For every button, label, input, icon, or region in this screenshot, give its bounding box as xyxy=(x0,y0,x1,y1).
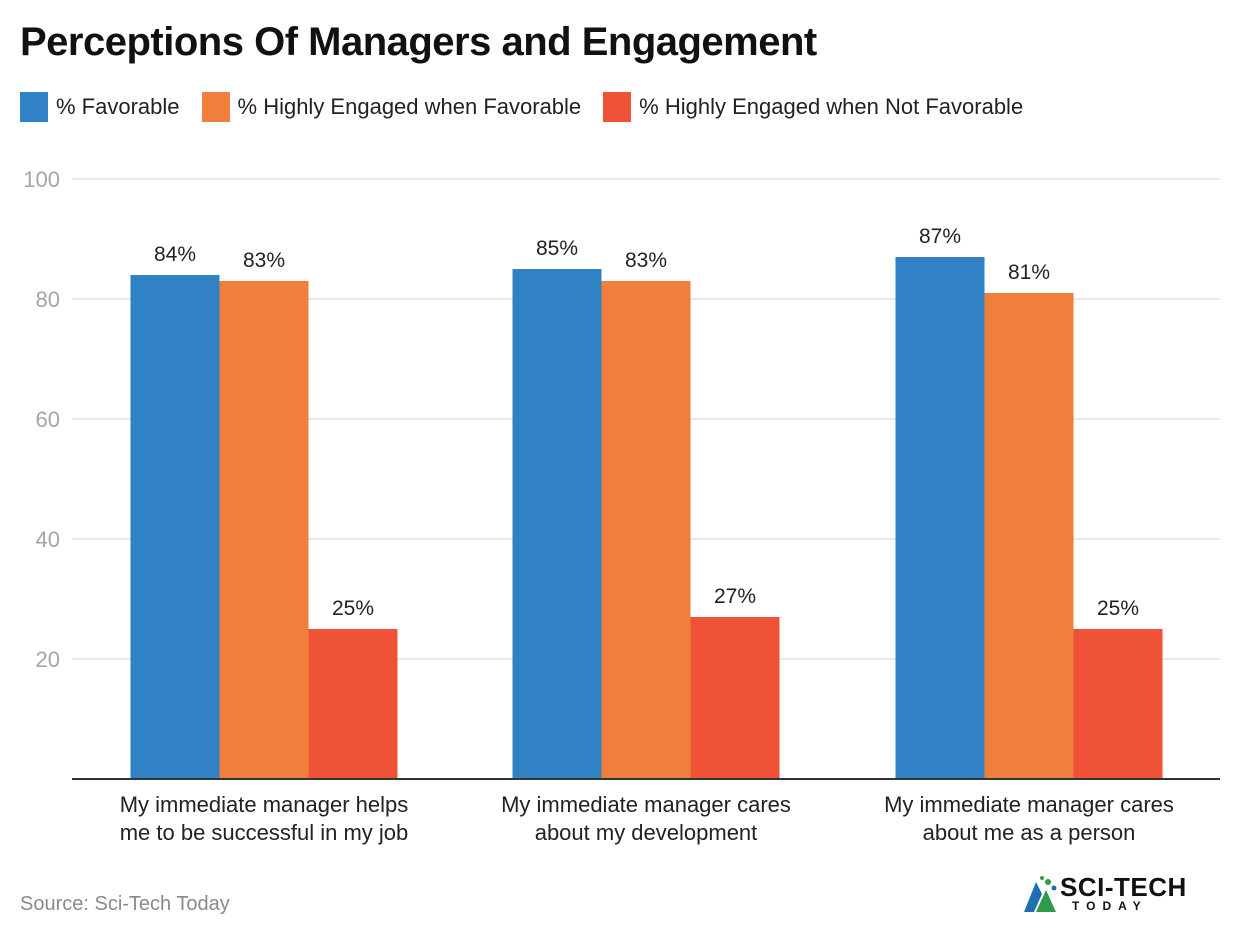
bar-s0-c2 xyxy=(895,257,985,779)
x-category-label-2-line-0: My immediate manager cares xyxy=(884,792,1174,817)
chart-title: Perceptions Of Managers and Engagement xyxy=(20,20,817,64)
y-tick-label-60: 60 xyxy=(36,407,60,432)
y-tick-label-80: 80 xyxy=(36,287,60,312)
legend-swatch-engaged-not-favorable xyxy=(603,92,632,122)
bar-s2-c1 xyxy=(690,617,780,779)
sci-tech-logo: SCI-TECH TODAY xyxy=(1022,872,1202,918)
x-category-label-1-line-0: My immediate manager cares xyxy=(501,792,791,817)
bar-s0-c0 xyxy=(130,275,220,779)
legend-label-engaged-not-favorable: % Highly Engaged when Not Favorable xyxy=(639,94,1024,119)
x-category-label-0-line-0: My immediate manager helps xyxy=(120,792,409,817)
y-tick-label-40: 40 xyxy=(36,527,60,552)
data-label-s1-c2: 81% xyxy=(1008,261,1050,284)
bar-s1-c0 xyxy=(219,281,309,779)
bar-s2-c2 xyxy=(1073,629,1163,779)
bar-s0-c1 xyxy=(512,269,602,779)
data-label-s1-c1: 83% xyxy=(625,249,667,272)
legend: % Favorable % Highly Engaged when Favora… xyxy=(20,92,1045,122)
legend-swatch-engaged-favorable xyxy=(201,92,230,122)
legend-item-engaged-not-favorable: % Highly Engaged when Not Favorable xyxy=(603,92,1023,122)
legend-label-engaged-favorable: % Highly Engaged when Favorable xyxy=(237,94,582,119)
data-label-s0-c1: 85% xyxy=(536,237,578,260)
sci-tech-logo-icon xyxy=(1024,876,1057,912)
legend-swatch-favorable xyxy=(20,92,48,122)
source-note: Source: Sci-Tech Today xyxy=(20,893,230,915)
logo-text-sub: TODAY xyxy=(1072,899,1148,913)
y-tick-label-20: 20 xyxy=(36,647,60,672)
data-label-s0-c2: 87% xyxy=(919,225,961,248)
legend-label-favorable: % Favorable xyxy=(56,94,180,119)
logo-text-main: SCI-TECH xyxy=(1060,872,1187,902)
data-label-s1-c0: 83% xyxy=(243,249,285,272)
data-label-s2-c2: 25% xyxy=(1097,597,1139,620)
x-category-label-0-line-1: me to be successful in my job xyxy=(120,820,409,845)
bar-s2-c0 xyxy=(308,629,398,779)
data-label-s0-c0: 84% xyxy=(154,243,196,266)
x-category-label-2-line-1: about me as a person xyxy=(923,820,1136,845)
legend-item-engaged-favorable: % Highly Engaged when Favorable xyxy=(201,92,582,122)
y-tick-label-100: 100 xyxy=(23,167,60,192)
data-label-s2-c0: 25% xyxy=(332,597,374,620)
legend-item-favorable: % Favorable xyxy=(20,92,180,122)
bar-s1-c2 xyxy=(984,293,1074,779)
x-category-label-1-line-1: about my development xyxy=(535,820,758,845)
data-label-s2-c1: 27% xyxy=(714,585,756,608)
bar-s1-c1 xyxy=(601,281,691,779)
